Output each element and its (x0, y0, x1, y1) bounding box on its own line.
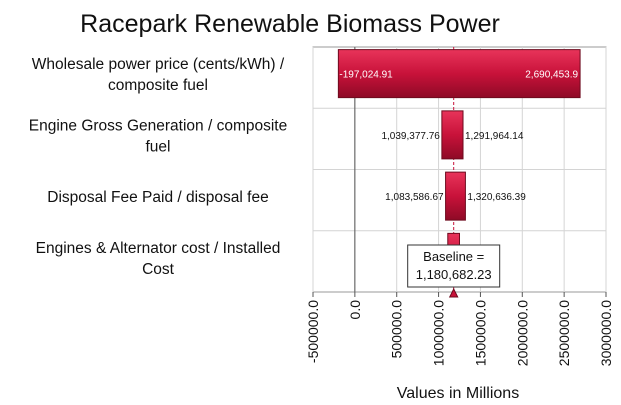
bar-low-label: 1,039,377.76 (381, 131, 440, 142)
category-label: Engine Gross Generation / composite (29, 117, 287, 134)
bar-low-label: -197,024.91 (339, 70, 393, 81)
bar-high-label: 2,690,453.9 (525, 70, 578, 81)
baseline-marker-icon (448, 287, 459, 298)
tick-label: -500000.0 (305, 300, 321, 363)
x-axis-ticks: -500000.0 0.0 500000.0 1000000.0 1500000.0 20… (305, 292, 614, 366)
callout-value: 1,180,682.23 (416, 267, 492, 282)
bar-low-label: 1,083,586.67 (385, 192, 444, 203)
baseline-callout: Baseline = 1,180,682.23 (407, 244, 501, 298)
chart-title: Racepark Renewable Biomass Power (80, 10, 500, 38)
bar-high-label: 1,291,964.14 (465, 131, 524, 142)
x-axis-label: Values in Millions (397, 385, 519, 402)
tornado-bar (445, 171, 466, 221)
callout-box (407, 244, 501, 288)
category-label: Cost (142, 261, 175, 278)
tick-label: 500000.0 (389, 300, 405, 359)
tick-label: 3000000.0 (598, 300, 614, 366)
category-label: composite fuel (108, 77, 208, 94)
category-label: Engines & Alternator cost / Installed (36, 240, 281, 257)
bar-high-label: 1,320,636.39 (467, 192, 526, 203)
category-labels: Wholesale power price (cents/kWh) / compo… (29, 56, 287, 278)
tornado-bar (337, 49, 581, 99)
category-label: Wholesale power price (cents/kWh) / (32, 56, 285, 73)
tick-label: 0.0 (347, 300, 363, 320)
category-label: fuel (146, 138, 171, 155)
tick-label: 1500000.0 (472, 300, 488, 366)
tick-label: 2500000.0 (556, 300, 572, 366)
category-label: Disposal Fee Paid / disposal fee (47, 189, 268, 206)
tick-label: 2000000.0 (514, 300, 530, 366)
tornado-bar (441, 110, 464, 160)
callout-label: Baseline = (423, 249, 484, 264)
tick-label: 1000000.0 (431, 300, 447, 366)
